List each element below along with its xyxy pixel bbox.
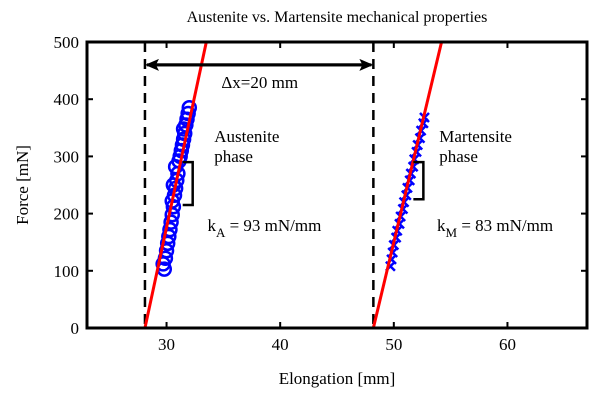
- y-tick-label-1: 100: [54, 262, 80, 281]
- annotation-km-symbol: k: [437, 216, 446, 235]
- annotation-austenite-line-1: phase: [214, 147, 253, 166]
- annotation-km-value: = 83 mN/mm: [457, 216, 553, 235]
- annotation-martensite-line-1: phase: [439, 147, 478, 166]
- axes-box: [85, 40, 589, 330]
- slope-bracket-0: [182, 160, 194, 207]
- austenite-point-27: [181, 100, 198, 116]
- y-tick-label-2: 200: [54, 205, 80, 224]
- slope-bracket-1: [413, 160, 425, 201]
- annotation-austenite-line-0: Austenite: [214, 127, 279, 146]
- annotation-ka-subscript: A: [216, 225, 226, 240]
- fit-line-1: [371, 42, 444, 328]
- annotation-ka-symbol: k: [207, 216, 216, 235]
- annotation-km-subscript: M: [446, 225, 458, 240]
- annotation-km: kM = 83 mN/mm: [437, 216, 553, 240]
- y-tick-label-4: 400: [54, 90, 80, 109]
- y-axis-label: Force [mN]: [13, 145, 32, 225]
- austenite-point-6: [162, 221, 178, 238]
- x-tick-label-2: 50: [385, 335, 402, 354]
- plot-area: [143, 42, 444, 328]
- x-tick-label-0: 30: [158, 335, 175, 354]
- austenite-point-5: [161, 228, 177, 245]
- annotation-martensite-line-0: Martensite: [439, 127, 512, 146]
- x-tick-label-3: 60: [499, 335, 516, 354]
- annotation-ka: kA = 93 mN/mm: [207, 216, 321, 240]
- fit-line-0: [143, 42, 208, 328]
- y-tick-label-3: 300: [54, 147, 80, 166]
- x-axis-label: Elongation [mm]: [279, 369, 396, 388]
- delta-label: Δx=20 mm: [221, 73, 298, 92]
- x-tick-label-1: 40: [272, 335, 289, 354]
- y-tick-label-5: 500: [54, 33, 80, 52]
- annotation-ka-value: = 93 mN/mm: [225, 216, 321, 235]
- y-tick-label-0: 0: [71, 319, 80, 338]
- chart-title: Austenite vs. Martensite mechanical prop…: [187, 9, 488, 26]
- austenite-point-7: [163, 214, 179, 230]
